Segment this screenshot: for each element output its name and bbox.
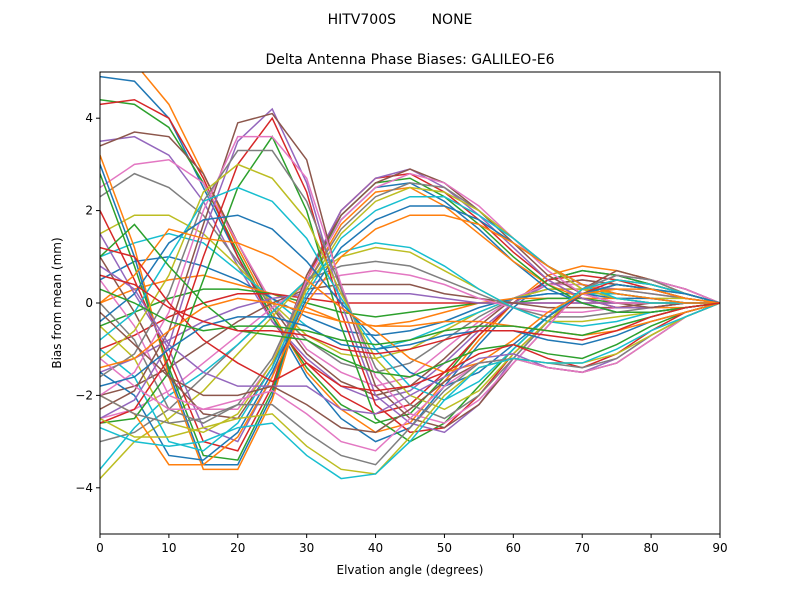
x-tick-label: 20: [230, 541, 245, 555]
x-tick-label: 60: [506, 541, 521, 555]
x-axis-label: Elvation angle (degrees): [337, 563, 484, 577]
x-tick-label: 80: [643, 541, 658, 555]
series-line-s41: [100, 214, 720, 387]
chart-suptitle: HITV700S NONE: [328, 12, 473, 28]
x-tick-label: 0: [96, 541, 104, 555]
x-tick-label: 30: [299, 541, 314, 555]
series-line-s47: [100, 302, 720, 452]
series-line-s19: [100, 246, 720, 480]
series-line-s30: [100, 195, 720, 452]
y-tick-label: −2: [75, 388, 93, 402]
series-line-s48: [100, 302, 720, 466]
x-axis: 0 10 20 30 40 50 60 70 80 90: [96, 534, 728, 555]
series-line-s42: [100, 228, 720, 374]
y-tick-label: 2: [85, 204, 93, 218]
series-line-s50: [100, 302, 720, 480]
x-tick-label: 70: [575, 541, 590, 555]
series-line-s49: [100, 302, 720, 475]
x-tick-label: 10: [161, 541, 176, 555]
y-axis: −4 −2 0 2 4: [75, 111, 100, 495]
x-tick-label: 90: [712, 541, 727, 555]
series-line-s53: [100, 288, 720, 346]
y-tick-label: 0: [85, 296, 93, 310]
series-line-s51: [100, 302, 720, 387]
series-line-s43: [100, 223, 720, 378]
x-tick-label: 50: [437, 541, 452, 555]
y-axis-label: Bias from mean (mm): [50, 237, 64, 368]
series-line-s54: [100, 274, 720, 355]
series-line-s32: [100, 214, 720, 466]
y-tick-label: 4: [85, 111, 93, 125]
y-tick-label: −4: [75, 481, 93, 495]
chart-title: Delta Antenna Phase Biases: GALILEO-E6: [265, 52, 554, 68]
x-tick-label: 40: [368, 541, 383, 555]
series-lines: [100, 72, 720, 480]
series-line-s23: [100, 173, 720, 461]
